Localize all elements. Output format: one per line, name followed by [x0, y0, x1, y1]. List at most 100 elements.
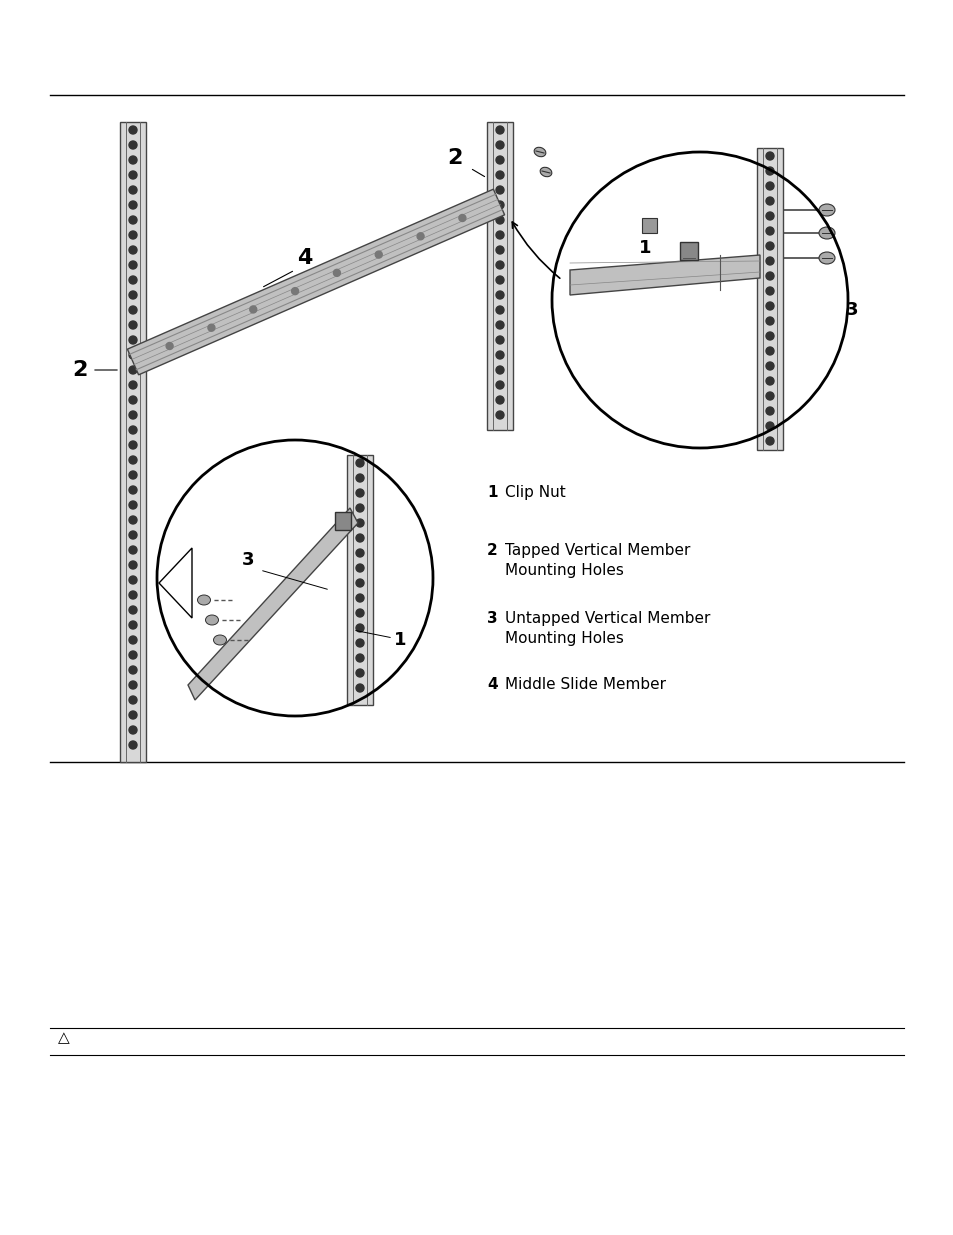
Circle shape — [355, 504, 364, 513]
Circle shape — [355, 489, 364, 496]
Circle shape — [355, 684, 364, 692]
Circle shape — [765, 303, 773, 310]
Circle shape — [496, 396, 503, 404]
Circle shape — [355, 564, 364, 572]
Circle shape — [496, 246, 503, 254]
Text: 1: 1 — [486, 485, 497, 500]
Circle shape — [129, 576, 137, 584]
Circle shape — [129, 186, 137, 194]
Bar — [486, 122, 513, 430]
Text: 1: 1 — [394, 631, 406, 650]
Circle shape — [496, 291, 503, 299]
Circle shape — [129, 275, 137, 284]
Circle shape — [355, 459, 364, 467]
Circle shape — [496, 382, 503, 389]
Text: 3: 3 — [845, 301, 858, 319]
Circle shape — [129, 487, 137, 494]
Circle shape — [129, 531, 137, 538]
Text: 3: 3 — [241, 551, 254, 569]
Ellipse shape — [205, 615, 218, 625]
Circle shape — [129, 471, 137, 479]
Circle shape — [333, 269, 340, 277]
Polygon shape — [569, 254, 760, 295]
Circle shape — [129, 291, 137, 299]
Circle shape — [129, 306, 137, 314]
Circle shape — [765, 347, 773, 354]
Circle shape — [129, 170, 137, 179]
Text: Tapped Vertical Member: Tapped Vertical Member — [504, 543, 690, 558]
Circle shape — [355, 534, 364, 542]
Circle shape — [292, 288, 298, 295]
Circle shape — [129, 141, 137, 149]
Ellipse shape — [534, 147, 545, 157]
Circle shape — [129, 351, 137, 359]
Circle shape — [129, 426, 137, 433]
Circle shape — [496, 261, 503, 269]
Circle shape — [765, 167, 773, 175]
Circle shape — [496, 366, 503, 374]
Circle shape — [129, 441, 137, 450]
Circle shape — [129, 726, 137, 734]
Circle shape — [496, 231, 503, 240]
Circle shape — [765, 287, 773, 295]
Circle shape — [129, 680, 137, 689]
Circle shape — [458, 215, 465, 221]
Circle shape — [765, 437, 773, 445]
Text: 4: 4 — [297, 248, 313, 268]
Circle shape — [129, 261, 137, 269]
Circle shape — [129, 366, 137, 374]
Circle shape — [129, 561, 137, 569]
Circle shape — [129, 456, 137, 464]
Circle shape — [355, 638, 364, 647]
Circle shape — [765, 317, 773, 325]
Circle shape — [765, 408, 773, 415]
Circle shape — [129, 231, 137, 240]
Circle shape — [129, 697, 137, 704]
Polygon shape — [188, 508, 357, 700]
Circle shape — [496, 186, 503, 194]
Circle shape — [250, 306, 256, 312]
Circle shape — [355, 594, 364, 601]
Ellipse shape — [197, 595, 211, 605]
Circle shape — [355, 655, 364, 662]
Ellipse shape — [818, 252, 834, 264]
Text: Mounting Holes: Mounting Holes — [504, 563, 623, 578]
Circle shape — [765, 227, 773, 235]
Circle shape — [765, 152, 773, 161]
Text: 2: 2 — [72, 359, 88, 380]
Circle shape — [129, 216, 137, 224]
Polygon shape — [128, 189, 504, 375]
Text: Mounting Holes: Mounting Holes — [504, 631, 623, 646]
Text: Untapped Vertical Member: Untapped Vertical Member — [504, 611, 710, 626]
Circle shape — [765, 198, 773, 205]
Circle shape — [355, 519, 364, 527]
Circle shape — [416, 232, 424, 240]
Circle shape — [129, 156, 137, 164]
Circle shape — [129, 382, 137, 389]
Circle shape — [765, 212, 773, 220]
Circle shape — [129, 636, 137, 643]
Circle shape — [496, 156, 503, 164]
Circle shape — [765, 257, 773, 266]
Circle shape — [496, 275, 503, 284]
Circle shape — [496, 351, 503, 359]
Text: 2: 2 — [486, 543, 497, 558]
Circle shape — [355, 474, 364, 482]
Circle shape — [375, 251, 382, 258]
Circle shape — [355, 624, 364, 632]
Ellipse shape — [539, 167, 551, 177]
Text: 4: 4 — [486, 677, 497, 692]
Circle shape — [129, 606, 137, 614]
Circle shape — [129, 711, 137, 719]
Circle shape — [355, 609, 364, 618]
Text: 3: 3 — [486, 611, 497, 626]
Circle shape — [765, 242, 773, 249]
Circle shape — [129, 666, 137, 674]
Bar — [641, 219, 657, 233]
Ellipse shape — [818, 227, 834, 240]
Circle shape — [765, 377, 773, 385]
Circle shape — [496, 170, 503, 179]
Circle shape — [129, 621, 137, 629]
Circle shape — [129, 741, 137, 748]
Polygon shape — [159, 548, 192, 618]
